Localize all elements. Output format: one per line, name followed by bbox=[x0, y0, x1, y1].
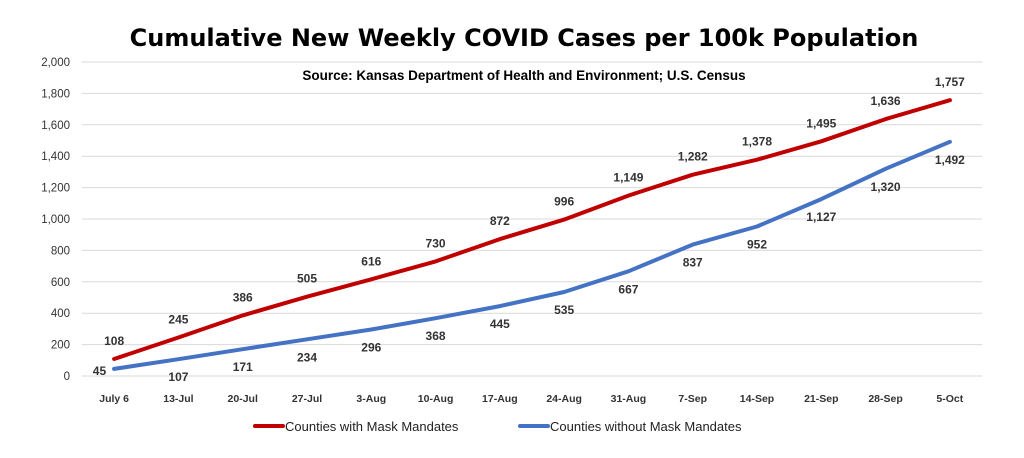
data-label: 368 bbox=[426, 329, 446, 343]
legend: Counties with Mask Mandates Counties with… bbox=[253, 419, 742, 434]
data-label: 245 bbox=[168, 313, 188, 327]
data-label: 45 bbox=[93, 364, 107, 378]
x-tick-label: 31-Aug bbox=[611, 393, 647, 405]
y-tick-label: 200 bbox=[51, 340, 70, 352]
x-tick-label: 24-Aug bbox=[546, 393, 582, 405]
x-tick-label: 5-Oct bbox=[936, 393, 963, 405]
x-tick-label: 14-Sep bbox=[740, 393, 774, 405]
y-tick-label: 400 bbox=[51, 308, 70, 320]
x-tick-label: 10-Aug bbox=[418, 393, 454, 405]
data-label: 1,320 bbox=[871, 180, 901, 194]
data-label: 505 bbox=[297, 272, 317, 286]
data-label: 171 bbox=[233, 360, 253, 374]
data-labels: 108 245 386 505 616 730 872 996 1,149 1,282 1,378 1… bbox=[93, 75, 965, 384]
y-tick-label: 1,000 bbox=[41, 214, 70, 226]
data-label: 952 bbox=[747, 238, 767, 252]
x-tick-label: 20-Jul bbox=[228, 393, 258, 405]
data-label: 1,636 bbox=[871, 94, 901, 108]
series-line-without-mandates bbox=[112, 139, 952, 371]
x-tick-label: July 6 bbox=[99, 393, 129, 405]
data-label: 296 bbox=[361, 341, 381, 355]
y-tick-label: 2,000 bbox=[41, 57, 70, 69]
data-label: 996 bbox=[554, 195, 574, 209]
data-label: 1,378 bbox=[742, 135, 772, 149]
data-label: 234 bbox=[297, 350, 317, 364]
data-label: 872 bbox=[490, 214, 510, 228]
data-label: 1,492 bbox=[935, 153, 965, 167]
y-tick-label: 1,200 bbox=[41, 183, 70, 195]
x-tick-label: 27-Jul bbox=[292, 393, 322, 405]
y-tick-label: 0 bbox=[64, 371, 70, 383]
y-tick-label: 800 bbox=[51, 245, 70, 257]
data-label: 1,127 bbox=[806, 210, 836, 224]
data-label: 445 bbox=[490, 317, 510, 331]
x-tick-label: 3-Aug bbox=[356, 393, 386, 405]
legend-label: Counties with Mask Mandates bbox=[285, 419, 459, 434]
x-tick-label: 17-Aug bbox=[482, 393, 518, 405]
chart-title: Cumulative New Weekly COVID Cases per 10… bbox=[130, 24, 919, 52]
chart-subtitle: Source: Kansas Department of Health and … bbox=[302, 68, 745, 83]
series-line-with-mandates bbox=[112, 98, 952, 361]
legend-label: Counties without Mask Mandates bbox=[550, 419, 742, 434]
y-tick-label: 1,400 bbox=[41, 151, 70, 163]
data-label: 837 bbox=[683, 256, 703, 270]
data-label: 386 bbox=[233, 290, 253, 304]
x-tick-label: 28-Sep bbox=[868, 393, 902, 405]
data-label: 616 bbox=[361, 254, 381, 268]
y-tick-label: 1,600 bbox=[41, 120, 70, 132]
gridlines bbox=[82, 61, 982, 377]
x-tick-label: 21-Sep bbox=[804, 393, 838, 405]
x-axis-ticks: July 6 13-Jul 20-Jul 27-Jul 3-Aug 10-Aug 17-Au… bbox=[99, 393, 964, 405]
data-label: 1,282 bbox=[678, 150, 708, 164]
x-tick-label: 13-Jul bbox=[163, 393, 193, 405]
y-axis-ticks: 0 200 400 600 800 1,000 1,200 1,400 1,600 1,800 2,… bbox=[41, 57, 70, 383]
x-tick-label: 7-Sep bbox=[678, 393, 707, 405]
data-label: 535 bbox=[554, 303, 574, 317]
data-label: 1,495 bbox=[806, 116, 836, 130]
data-label: 107 bbox=[168, 370, 188, 384]
data-label: 1,149 bbox=[613, 171, 643, 185]
y-tick-label: 600 bbox=[51, 277, 70, 289]
data-label: 1,757 bbox=[935, 75, 965, 89]
data-label: 667 bbox=[618, 282, 638, 296]
y-tick-label: 1,800 bbox=[41, 88, 70, 100]
series-lines bbox=[112, 98, 952, 371]
data-label: 730 bbox=[426, 236, 446, 250]
data-label: 108 bbox=[104, 334, 124, 348]
